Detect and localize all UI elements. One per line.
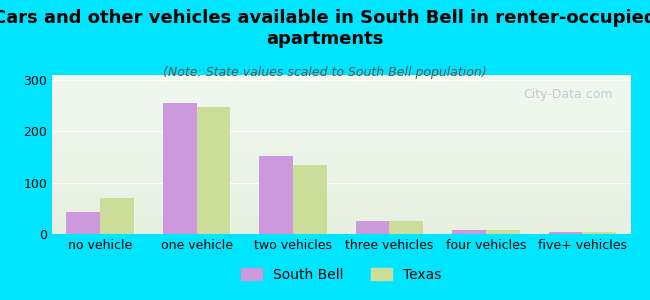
Bar [452,230,486,234]
Legend: South Bell, Texas: South Bell, Texas [235,262,447,287]
Text: City-Data.com: City-Data.com [524,88,613,101]
Text: (Note: State values scaled to South Bell population): (Note: State values scaled to South Bell… [163,66,487,79]
Bar [389,221,423,234]
Bar [582,232,616,234]
Bar [293,165,327,234]
Bar [549,232,582,234]
Text: Cars and other vehicles available in South Bell in renter-occupied
apartments: Cars and other vehicles available in Sou… [0,9,650,48]
Bar [66,212,100,234]
Bar [196,107,230,234]
Bar [163,103,196,234]
Bar [486,230,519,234]
Bar [259,156,293,234]
Bar [100,198,134,234]
Bar [356,221,389,234]
